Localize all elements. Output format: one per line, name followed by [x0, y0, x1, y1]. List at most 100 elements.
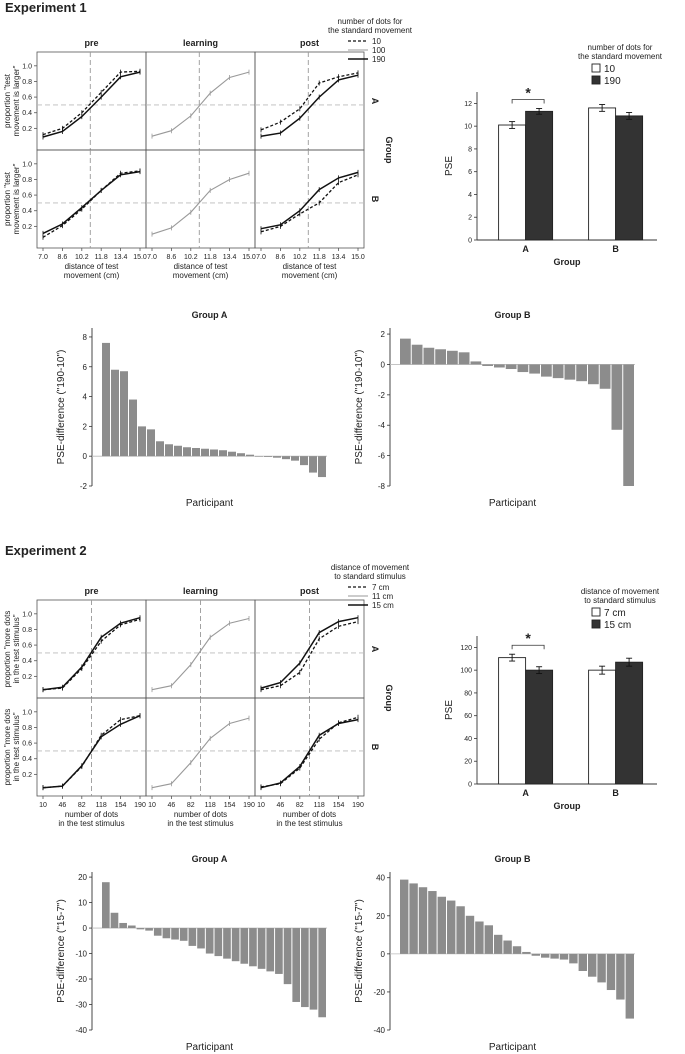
y-tick-label: 0.4 [22, 208, 32, 215]
participant-bar [470, 361, 482, 365]
y-tick-label: 0.2 [22, 224, 32, 231]
x-tick-label: 82 [78, 802, 86, 809]
participant-bar [237, 453, 245, 457]
legend-entry: 10 [604, 64, 616, 75]
participant-bar [569, 953, 578, 964]
x-axis-label: in the test stimulus [167, 819, 233, 828]
legend-entry: 7 cm [604, 608, 626, 619]
participant-bar [210, 449, 218, 457]
y-tick-label: 4 [468, 192, 472, 199]
participant-bar [156, 441, 164, 457]
y-tick-label: 10 [78, 899, 87, 908]
y-tick-label: 60 [464, 713, 472, 720]
y-axis-label: PSE [444, 156, 455, 176]
y-tick-label: 10 [464, 124, 472, 131]
x-axis-label: Participant [489, 498, 536, 509]
participant-bar [437, 896, 446, 954]
participant-bar [249, 928, 257, 967]
x-axis-label: movement (cm) [282, 271, 338, 280]
exp1-group-a-difference-chart: Group A -2 0 2 4 6 8 Participant PSE-difference … [56, 310, 327, 509]
participant-bar [606, 953, 616, 991]
participant-bar [482, 364, 493, 366]
y-tick-label: 0.4 [22, 658, 32, 665]
participant-bar [282, 456, 290, 460]
y-axis-label: proportion "more dots [3, 709, 12, 786]
series-line-15-cm [42, 616, 141, 691]
x-tick-label: 118 [96, 802, 107, 809]
participant-bar [559, 953, 569, 960]
legend-swatch [591, 619, 601, 629]
series-line-11-cm [151, 617, 250, 691]
x-tick-label: 190 [134, 802, 146, 809]
participant-bar [623, 364, 634, 486]
y-tick-label: -8 [378, 482, 386, 491]
participant-bar [541, 953, 550, 958]
participant-bar [541, 364, 552, 377]
series-line-10 [260, 174, 359, 233]
y-tick-label: 0.8 [22, 177, 32, 184]
participant-bar [578, 953, 587, 971]
participant-bar [192, 447, 200, 457]
legend-title: the standard movement [578, 52, 663, 61]
y-tick-label: 0.8 [22, 627, 32, 634]
participant-bar [127, 925, 136, 929]
y-tick-label: -30 [75, 1001, 87, 1010]
participant-bar [400, 338, 411, 365]
y-tick-label: 0.2 [22, 772, 32, 779]
legend-entry: 190 [604, 76, 621, 87]
y-tick-label: 0.4 [22, 110, 32, 117]
participant-bar [564, 364, 576, 380]
y-tick-label: 1.0 [22, 611, 32, 618]
y-tick-label: 6 [83, 363, 88, 372]
participant-bar [494, 934, 503, 954]
x-tick-label: 11.8 [313, 254, 326, 261]
series-line-15-cm [42, 715, 141, 789]
chart-title: Group B [495, 310, 531, 320]
participant-bar [205, 928, 214, 954]
participant-bar [136, 928, 145, 930]
x-tick-label: 7.0 [147, 254, 157, 261]
y-tick-label: 0.2 [22, 126, 32, 133]
x-axis-label: Participant [186, 498, 233, 509]
y-tick-label: 120 [460, 645, 472, 652]
participant-bar [188, 928, 197, 946]
participant-bar [183, 447, 191, 457]
participant-bar [625, 953, 634, 1019]
x-axis-label: Participant [489, 1042, 536, 1053]
x-axis-label: movement (cm) [173, 271, 229, 280]
participant-bar [588, 364, 599, 385]
participant-bar [576, 364, 587, 382]
row-label: A [370, 98, 380, 105]
bar-B-190 [615, 115, 644, 241]
x-tick-label: 46 [168, 802, 176, 809]
participant-bar [266, 928, 275, 972]
x-tick-label: 7.0 [38, 254, 48, 261]
series-line-190 [260, 74, 359, 137]
y-tick-label: 40 [464, 736, 472, 743]
participant-bar [283, 928, 292, 985]
participant-bar [456, 906, 465, 954]
series-line-7-cm [260, 620, 359, 691]
x-axis-label: number of dots [174, 810, 227, 819]
series-line-100 [151, 172, 250, 235]
participant-bar [599, 364, 611, 389]
x-tick-label: 46 [277, 802, 285, 809]
participant-bar [246, 454, 254, 457]
y-tick-label: 20 [78, 873, 87, 882]
participant-bar [165, 444, 173, 457]
bar-B-10 [588, 107, 617, 241]
participant-bar [145, 928, 153, 931]
bar-A-10 [498, 124, 527, 241]
panel-frame [36, 51, 147, 151]
x-tick-label: 13.4 [114, 254, 128, 261]
participant-bar [318, 928, 326, 1018]
y-tick-label: -10 [75, 950, 87, 959]
legend-title: distance of movement [581, 587, 660, 596]
participant-bar [465, 915, 475, 954]
legend-entry: 15 cm [604, 620, 631, 631]
y-tick-label: 0.8 [22, 79, 32, 86]
y-axis-label: proportion "test [3, 171, 12, 226]
panel-title: post [300, 586, 319, 596]
legend-title: to standard stimulus [334, 572, 406, 581]
